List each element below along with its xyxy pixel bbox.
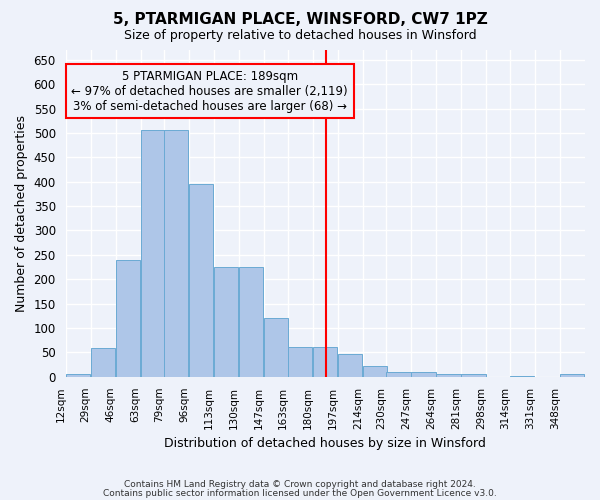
- Text: Size of property relative to detached houses in Winsford: Size of property relative to detached ho…: [124, 29, 476, 42]
- Bar: [239, 267, 263, 377]
- Bar: [65, 374, 90, 377]
- Bar: [386, 372, 410, 377]
- Text: Contains HM Land Registry data © Crown copyright and database right 2024.: Contains HM Land Registry data © Crown c…: [124, 480, 476, 489]
- Bar: [461, 374, 485, 377]
- Bar: [412, 372, 436, 377]
- Bar: [140, 130, 165, 377]
- Y-axis label: Number of detached properties: Number of detached properties: [15, 115, 28, 312]
- Text: 5 PTARMIGAN PLACE: 189sqm
← 97% of detached houses are smaller (2,119)
3% of sem: 5 PTARMIGAN PLACE: 189sqm ← 97% of detac…: [71, 70, 348, 112]
- Text: 5, PTARMIGAN PLACE, WINSFORD, CW7 1PZ: 5, PTARMIGAN PLACE, WINSFORD, CW7 1PZ: [113, 12, 487, 28]
- Bar: [116, 260, 140, 377]
- X-axis label: Distribution of detached houses by size in Winsford: Distribution of detached houses by size …: [164, 437, 486, 450]
- Bar: [264, 318, 289, 377]
- Bar: [313, 346, 337, 377]
- Bar: [189, 184, 214, 377]
- Bar: [214, 267, 238, 377]
- Bar: [164, 130, 188, 377]
- Text: Contains public sector information licensed under the Open Government Licence v3: Contains public sector information licen…: [103, 488, 497, 498]
- Bar: [91, 348, 115, 377]
- Bar: [338, 354, 362, 377]
- Bar: [560, 374, 584, 377]
- Bar: [288, 346, 312, 377]
- Bar: [436, 374, 461, 377]
- Bar: [510, 376, 534, 377]
- Bar: [363, 366, 387, 377]
